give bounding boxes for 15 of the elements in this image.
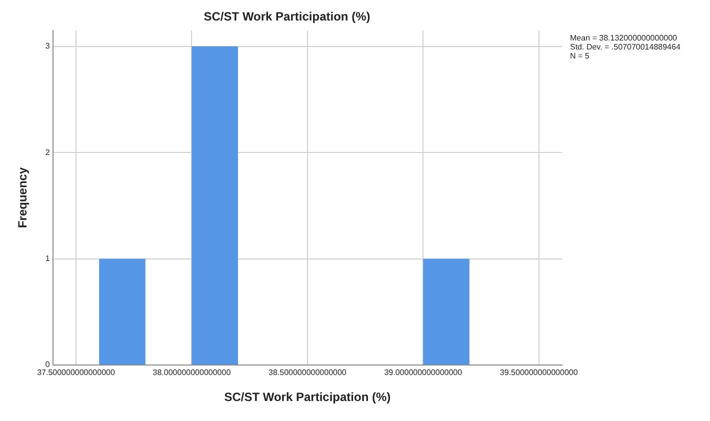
x-tick-label: 38.500000000000000	[268, 368, 347, 378]
text: Mean = 38.132000000000000	[570, 34, 678, 43]
y-tick-label: 0	[45, 360, 50, 370]
x-tick-label: 39.000000000000000	[384, 368, 463, 378]
x-axis-title: SC/ST Work Participation (%)	[224, 390, 391, 404]
text: N = 5	[570, 52, 590, 61]
x-tick-label: 39.500000000000000	[500, 368, 578, 378]
y-tick-label: 2	[45, 148, 50, 157]
text: Std. Dev. = .507070014889464	[570, 42, 681, 52]
x-tick-label: 37.500000000000000	[37, 368, 116, 378]
x-tick-label: 38.000000000000000	[152, 368, 232, 378]
chart-title: SC/ST Work Participation (%)	[204, 10, 370, 24]
y-tick-label: 1	[45, 254, 50, 263]
y-axis-title: Frequency	[16, 167, 30, 228]
y-tick-label: 3	[45, 42, 50, 51]
